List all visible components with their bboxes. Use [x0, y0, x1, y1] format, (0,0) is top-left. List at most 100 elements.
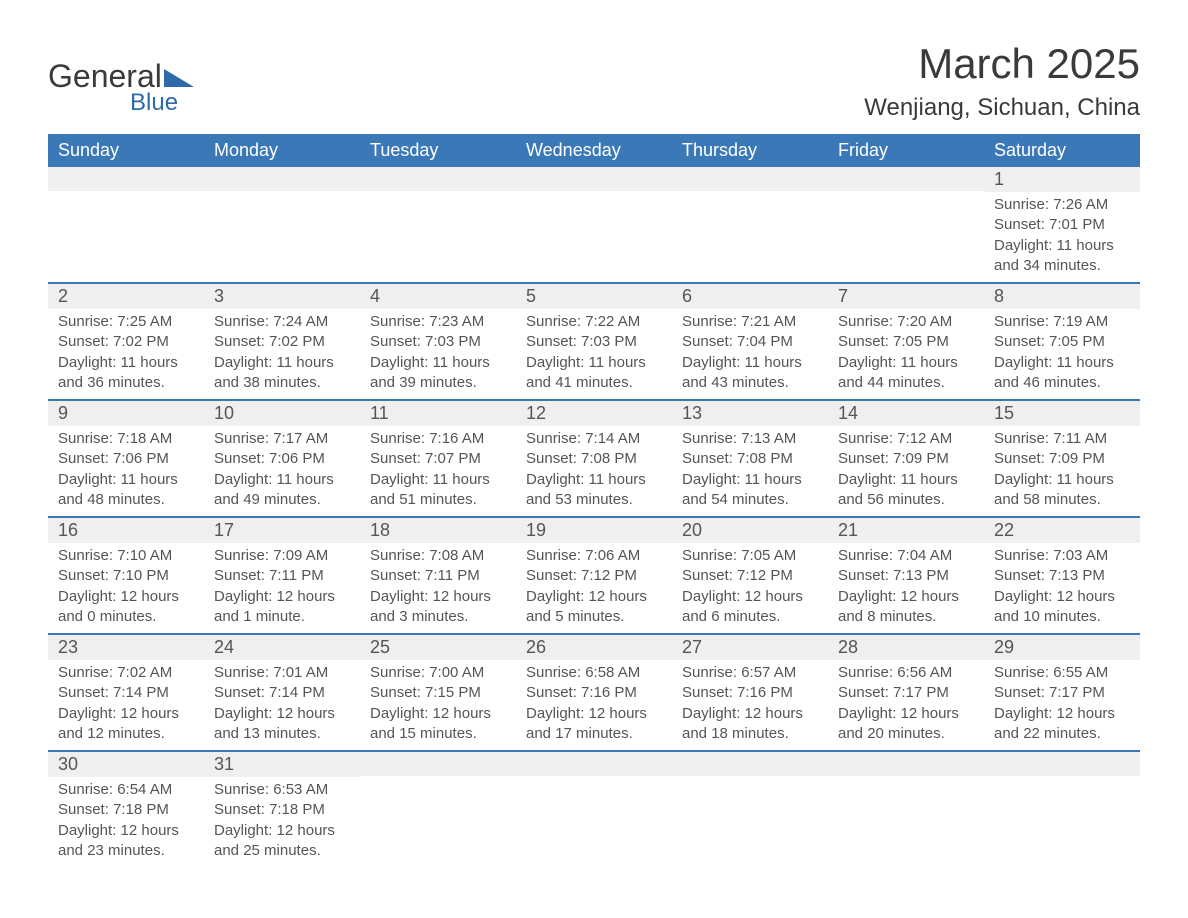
calendar-cell: 4Sunrise: 7:23 AMSunset: 7:03 PMDaylight… [360, 283, 516, 400]
empty-day [828, 167, 984, 191]
calendar-cell: 11Sunrise: 7:16 AMSunset: 7:07 PMDayligh… [360, 400, 516, 517]
calendar-cell: 21Sunrise: 7:04 AMSunset: 7:13 PMDayligh… [828, 517, 984, 634]
sunrise-line: Sunrise: 7:06 AM [526, 546, 662, 566]
empty-day-body [48, 191, 204, 220]
day-number: 15 [984, 401, 1140, 426]
calendar-cell [984, 751, 1140, 867]
day-number: 8 [984, 284, 1140, 309]
day-data: Sunrise: 7:18 AMSunset: 7:06 PMDaylight:… [48, 426, 204, 516]
sunrise-line: Sunrise: 6:53 AM [214, 780, 350, 800]
day-data: Sunrise: 7:22 AMSunset: 7:03 PMDaylight:… [516, 309, 672, 399]
sunrise-line: Sunrise: 7:13 AM [682, 429, 818, 449]
sunset-line: Sunset: 7:07 PM [370, 449, 506, 469]
day-data: Sunrise: 6:55 AMSunset: 7:17 PMDaylight:… [984, 660, 1140, 750]
daylight-line: Daylight: 11 hours and 41 minutes. [526, 353, 662, 394]
sunrise-line: Sunrise: 7:05 AM [682, 546, 818, 566]
day-data: Sunrise: 6:53 AMSunset: 7:18 PMDaylight:… [204, 777, 360, 867]
day-number: 2 [48, 284, 204, 309]
day-data: Sunrise: 7:23 AMSunset: 7:03 PMDaylight:… [360, 309, 516, 399]
sunset-line: Sunset: 7:08 PM [682, 449, 818, 469]
day-data: Sunrise: 7:26 AMSunset: 7:01 PMDaylight:… [984, 192, 1140, 282]
day-number: 23 [48, 635, 204, 660]
logo-text-blue: Blue [130, 89, 194, 117]
sunset-line: Sunset: 7:13 PM [994, 566, 1130, 586]
empty-day [516, 752, 672, 776]
day-number: 6 [672, 284, 828, 309]
sunset-line: Sunset: 7:03 PM [370, 332, 506, 352]
day-data: Sunrise: 7:01 AMSunset: 7:14 PMDaylight:… [204, 660, 360, 750]
calendar-cell: 6Sunrise: 7:21 AMSunset: 7:04 PMDaylight… [672, 283, 828, 400]
day-data: Sunrise: 7:02 AMSunset: 7:14 PMDaylight:… [48, 660, 204, 750]
empty-day [672, 167, 828, 191]
calendar-cell: 23Sunrise: 7:02 AMSunset: 7:14 PMDayligh… [48, 634, 204, 751]
day-number: 3 [204, 284, 360, 309]
empty-day-body [672, 776, 828, 805]
title-block: March 2025 Wenjiang, Sichuan, China [864, 40, 1140, 122]
sunset-line: Sunset: 7:02 PM [58, 332, 194, 352]
weekday-header: Thursday [672, 134, 828, 167]
daylight-line: Daylight: 11 hours and 34 minutes. [994, 236, 1130, 277]
day-data: Sunrise: 7:06 AMSunset: 7:12 PMDaylight:… [516, 543, 672, 633]
day-number: 1 [984, 167, 1140, 192]
daylight-line: Daylight: 11 hours and 46 minutes. [994, 353, 1130, 394]
daylight-line: Daylight: 12 hours and 1 minute. [214, 587, 350, 628]
calendar-cell: 26Sunrise: 6:58 AMSunset: 7:16 PMDayligh… [516, 634, 672, 751]
sunrise-line: Sunrise: 7:24 AM [214, 312, 350, 332]
day-data: Sunrise: 7:08 AMSunset: 7:11 PMDaylight:… [360, 543, 516, 633]
header: General Blue March 2025 Wenjiang, Sichua… [48, 40, 1140, 122]
calendar-cell: 24Sunrise: 7:01 AMSunset: 7:14 PMDayligh… [204, 634, 360, 751]
weekday-header: Friday [828, 134, 984, 167]
daylight-line: Daylight: 11 hours and 48 minutes. [58, 470, 194, 511]
sunset-line: Sunset: 7:06 PM [214, 449, 350, 469]
sunset-line: Sunset: 7:04 PM [682, 332, 818, 352]
day-number: 7 [828, 284, 984, 309]
day-number: 18 [360, 518, 516, 543]
logo-triangle-icon [164, 65, 194, 92]
day-number: 11 [360, 401, 516, 426]
sunset-line: Sunset: 7:17 PM [994, 683, 1130, 703]
empty-day-body [828, 776, 984, 805]
sunset-line: Sunset: 7:18 PM [58, 800, 194, 820]
daylight-line: Daylight: 11 hours and 38 minutes. [214, 353, 350, 394]
daylight-line: Daylight: 12 hours and 10 minutes. [994, 587, 1130, 628]
calendar-row: 16Sunrise: 7:10 AMSunset: 7:10 PMDayligh… [48, 517, 1140, 634]
day-number: 28 [828, 635, 984, 660]
sunrise-line: Sunrise: 7:26 AM [994, 195, 1130, 215]
day-number: 29 [984, 635, 1140, 660]
sunset-line: Sunset: 7:09 PM [994, 449, 1130, 469]
calendar-cell: 5Sunrise: 7:22 AMSunset: 7:03 PMDaylight… [516, 283, 672, 400]
daylight-line: Daylight: 12 hours and 12 minutes. [58, 704, 194, 745]
daylight-line: Daylight: 11 hours and 49 minutes. [214, 470, 350, 511]
day-number: 24 [204, 635, 360, 660]
sunrise-line: Sunrise: 7:02 AM [58, 663, 194, 683]
calendar-cell: 2Sunrise: 7:25 AMSunset: 7:02 PMDaylight… [48, 283, 204, 400]
calendar-table: SundayMondayTuesdayWednesdayThursdayFrid… [48, 134, 1140, 867]
calendar-cell: 29Sunrise: 6:55 AMSunset: 7:17 PMDayligh… [984, 634, 1140, 751]
sunset-line: Sunset: 7:05 PM [994, 332, 1130, 352]
sunset-line: Sunset: 7:06 PM [58, 449, 194, 469]
sunset-line: Sunset: 7:14 PM [58, 683, 194, 703]
calendar-cell: 22Sunrise: 7:03 AMSunset: 7:13 PMDayligh… [984, 517, 1140, 634]
sunset-line: Sunset: 7:13 PM [838, 566, 974, 586]
sunrise-line: Sunrise: 7:22 AM [526, 312, 662, 332]
empty-day [48, 167, 204, 191]
calendar-cell [48, 167, 204, 283]
day-number: 20 [672, 518, 828, 543]
sunset-line: Sunset: 7:18 PM [214, 800, 350, 820]
empty-day-body [828, 191, 984, 220]
calendar-cell: 15Sunrise: 7:11 AMSunset: 7:09 PMDayligh… [984, 400, 1140, 517]
day-number: 17 [204, 518, 360, 543]
weekday-header: Saturday [984, 134, 1140, 167]
day-number: 27 [672, 635, 828, 660]
sunrise-line: Sunrise: 7:16 AM [370, 429, 506, 449]
day-data: Sunrise: 7:17 AMSunset: 7:06 PMDaylight:… [204, 426, 360, 516]
sunset-line: Sunset: 7:15 PM [370, 683, 506, 703]
day-number: 13 [672, 401, 828, 426]
day-data: Sunrise: 7:11 AMSunset: 7:09 PMDaylight:… [984, 426, 1140, 516]
daylight-line: Daylight: 11 hours and 56 minutes. [838, 470, 974, 511]
calendar-cell: 12Sunrise: 7:14 AMSunset: 7:08 PMDayligh… [516, 400, 672, 517]
day-data: Sunrise: 7:20 AMSunset: 7:05 PMDaylight:… [828, 309, 984, 399]
calendar-row: 1Sunrise: 7:26 AMSunset: 7:01 PMDaylight… [48, 167, 1140, 283]
day-number: 9 [48, 401, 204, 426]
calendar-row: 30Sunrise: 6:54 AMSunset: 7:18 PMDayligh… [48, 751, 1140, 867]
